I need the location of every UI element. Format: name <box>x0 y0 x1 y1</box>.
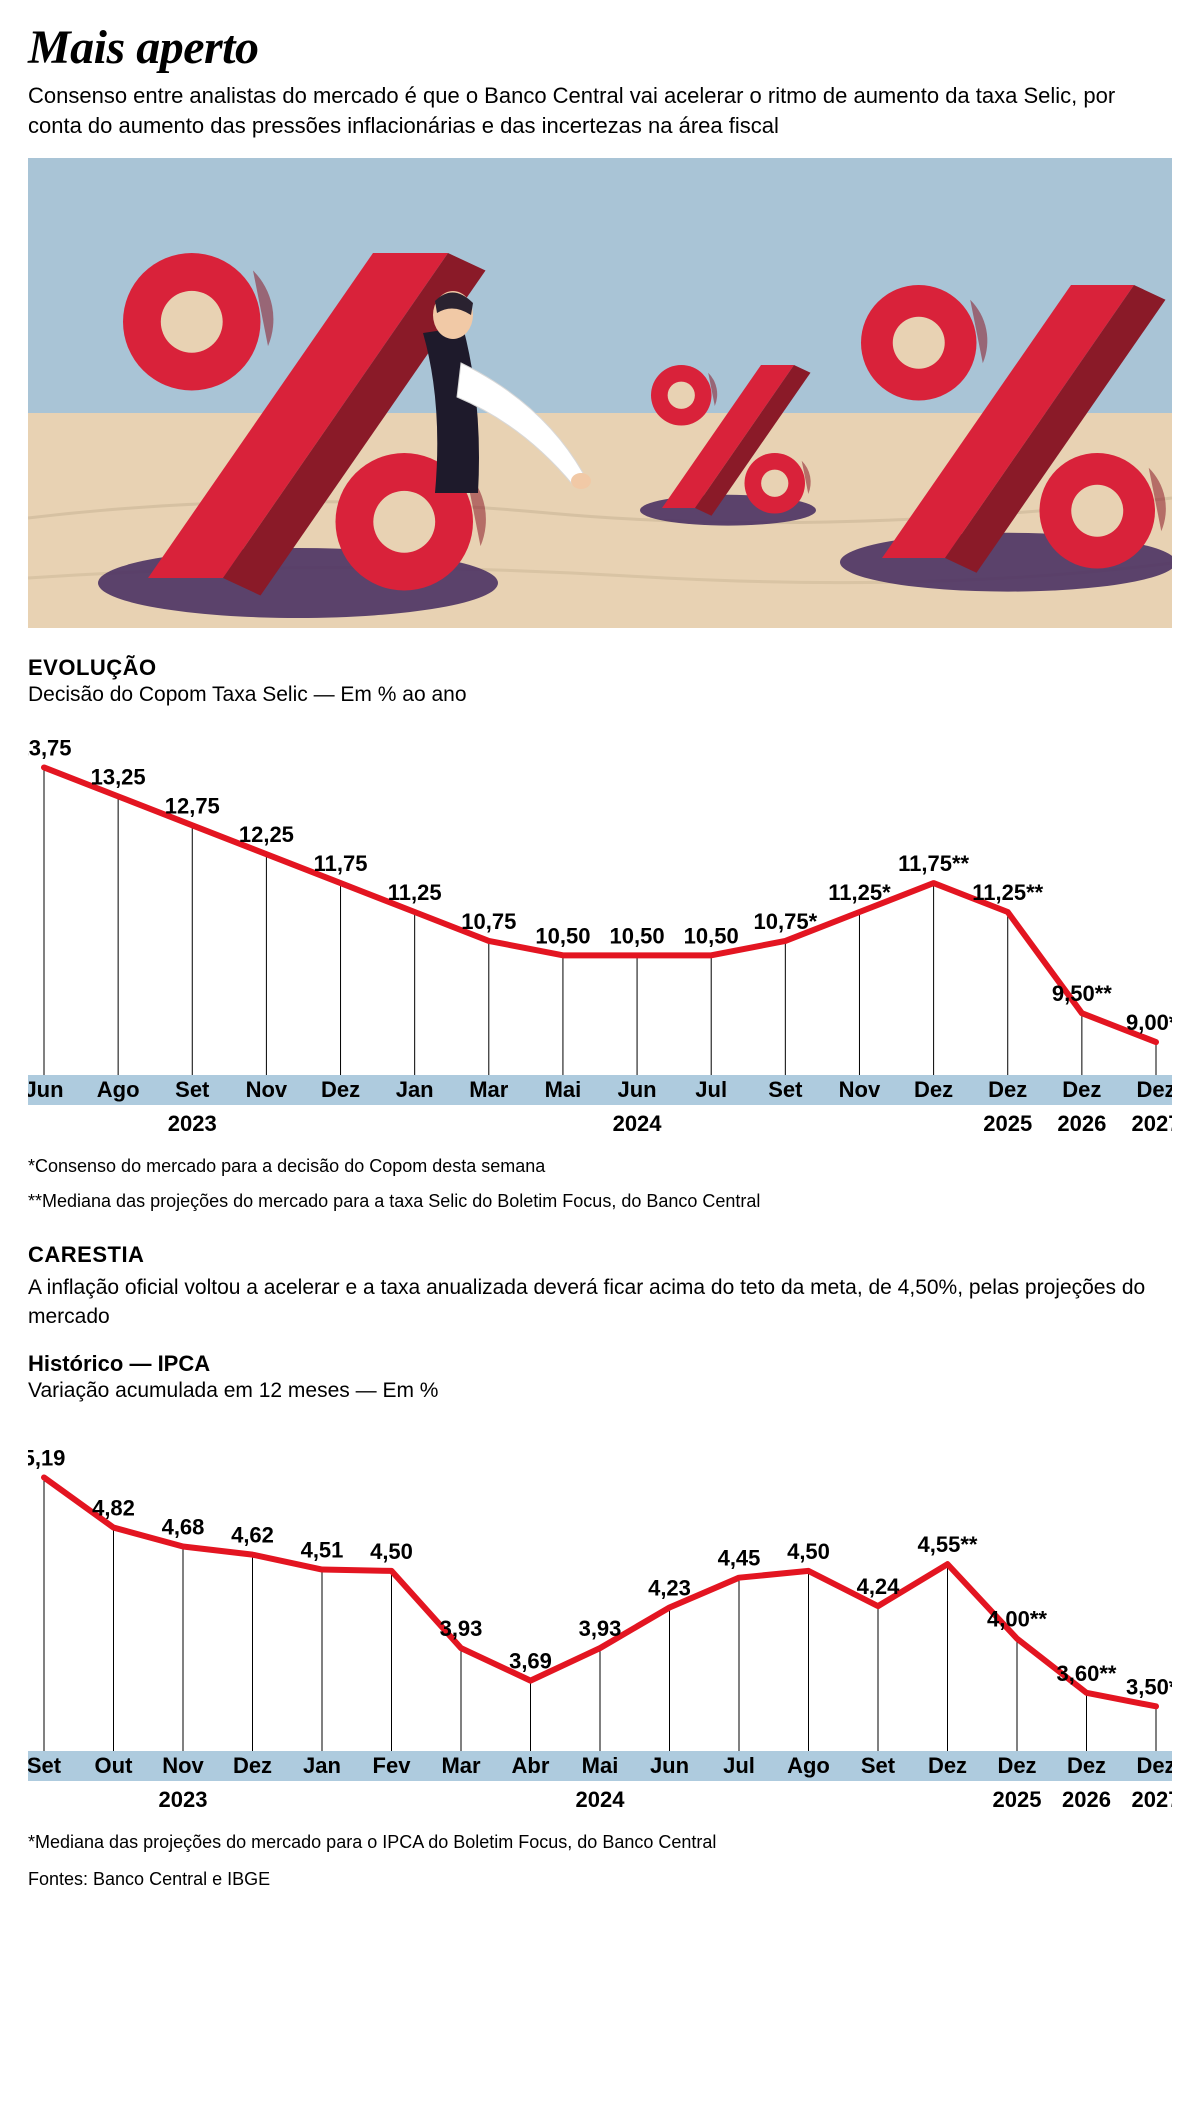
chart2-lead: A inflação oficial voltou a acelerar e a… <box>28 1274 1148 1331</box>
chart2-hist-title: Histórico — IPCA <box>28 1351 1172 1377</box>
svg-text:4,45: 4,45 <box>718 1546 761 1571</box>
svg-text:Nov: Nov <box>839 1077 881 1102</box>
svg-text:11,25: 11,25 <box>388 880 442 905</box>
svg-text:Mai: Mai <box>545 1077 582 1102</box>
svg-text:Dez: Dez <box>233 1753 272 1778</box>
svg-text:2027: 2027 <box>1132 1787 1172 1812</box>
svg-text:Set: Set <box>175 1077 210 1102</box>
svg-text:Nov: Nov <box>246 1077 288 1102</box>
svg-text:11,25**: 11,25** <box>972 880 1043 905</box>
svg-text:9,00**: 9,00** <box>1126 1010 1172 1035</box>
svg-text:4,50: 4,50 <box>787 1539 830 1564</box>
svg-text:Dez: Dez <box>988 1077 1027 1102</box>
sources: Fontes: Banco Central e IBGE <box>28 1869 1172 1890</box>
svg-text:13,75: 13,75 <box>28 736 72 761</box>
svg-text:4,68: 4,68 <box>162 1515 205 1540</box>
svg-text:Jan: Jan <box>303 1753 341 1778</box>
svg-text:4,50: 4,50 <box>370 1539 413 1564</box>
svg-text:Dez: Dez <box>321 1077 360 1102</box>
ipca-line-chart: 5,19 4,82 4,68 4,62 4,51 4,50 3,93 3,69 3,93 4,23… <box>28 1413 1172 1813</box>
headline: Mais aperto <box>28 20 1172 75</box>
svg-text:Dez: Dez <box>1136 1753 1172 1778</box>
svg-text:4,24: 4,24 <box>857 1574 901 1599</box>
chart2-title: CARESTIA <box>28 1242 1172 1268</box>
svg-text:Mar: Mar <box>469 1077 509 1102</box>
chart1-footnote-1: *Consenso do mercado para a decisão do C… <box>28 1156 1172 1177</box>
svg-text:2027: 2027 <box>1132 1111 1172 1136</box>
svg-text:10,50: 10,50 <box>610 924 665 949</box>
svg-text:4,82: 4,82 <box>92 1496 135 1521</box>
svg-text:9,50**: 9,50** <box>1052 982 1112 1007</box>
svg-text:5,19: 5,19 <box>28 1446 65 1471</box>
chart1-footnote-2: **Mediana das projeções do mercado para … <box>28 1191 1172 1212</box>
svg-text:3,69: 3,69 <box>509 1649 552 1674</box>
svg-text:Abr: Abr <box>512 1753 550 1778</box>
svg-text:Mai: Mai <box>582 1753 619 1778</box>
svg-text:3,50**: 3,50** <box>1126 1674 1172 1699</box>
svg-text:Set: Set <box>28 1753 62 1778</box>
svg-text:2024: 2024 <box>576 1787 626 1812</box>
svg-text:Jan: Jan <box>396 1077 434 1102</box>
svg-text:11,75**: 11,75** <box>898 851 969 876</box>
chart1-subtitle: Decisão do Copom Taxa Selic — Em % ao an… <box>28 683 1172 707</box>
svg-text:Jul: Jul <box>723 1753 755 1778</box>
svg-text:Jun: Jun <box>618 1077 657 1102</box>
selic-line-chart: 13,75 13,25 12,75 12,25 11,75 11,25 10,75 10,50… <box>28 717 1172 1137</box>
svg-text:3,60**: 3,60** <box>1057 1661 1117 1686</box>
svg-text:2025: 2025 <box>983 1111 1032 1136</box>
svg-text:3,93: 3,93 <box>440 1616 483 1641</box>
svg-text:Dez: Dez <box>928 1753 967 1778</box>
svg-text:4,00**: 4,00** <box>987 1607 1047 1632</box>
svg-text:Jun: Jun <box>650 1753 689 1778</box>
svg-text:2023: 2023 <box>168 1111 217 1136</box>
svg-text:Dez: Dez <box>1136 1077 1172 1102</box>
svg-text:2026: 2026 <box>1057 1111 1106 1136</box>
svg-text:4,23: 4,23 <box>648 1576 691 1601</box>
svg-text:11,75: 11,75 <box>314 851 368 876</box>
svg-text:10,75*: 10,75* <box>754 909 818 934</box>
svg-text:Nov: Nov <box>162 1753 204 1778</box>
svg-text:Dez: Dez <box>1062 1077 1101 1102</box>
svg-text:12,25: 12,25 <box>239 823 294 848</box>
svg-text:2025: 2025 <box>993 1787 1042 1812</box>
svg-text:Dez: Dez <box>997 1753 1036 1778</box>
svg-text:Jul: Jul <box>695 1077 727 1102</box>
chart2-hist-sub: Variação acumulada em 12 meses — Em % <box>28 1379 1172 1403</box>
hero-illustration <box>28 158 1172 628</box>
svg-text:2023: 2023 <box>159 1787 208 1812</box>
svg-text:Fev: Fev <box>373 1753 412 1778</box>
svg-text:11,25*: 11,25* <box>828 880 891 905</box>
svg-text:Ago: Ago <box>787 1753 830 1778</box>
svg-text:4,62: 4,62 <box>231 1523 274 1548</box>
svg-text:12,75: 12,75 <box>165 794 220 819</box>
svg-text:13,25: 13,25 <box>91 765 146 790</box>
svg-text:3,93: 3,93 <box>579 1616 622 1641</box>
svg-text:Set: Set <box>861 1753 896 1778</box>
chart1-title: EVOLUÇÃO <box>28 655 1172 681</box>
svg-text:4,55**: 4,55** <box>918 1532 978 1557</box>
svg-text:Mar: Mar <box>441 1753 481 1778</box>
svg-text:Set: Set <box>768 1077 803 1102</box>
svg-text:Ago: Ago <box>97 1077 140 1102</box>
svg-text:2024: 2024 <box>613 1111 663 1136</box>
svg-text:10,50: 10,50 <box>684 924 739 949</box>
subhead: Consenso entre analistas do mercado é qu… <box>28 81 1148 140</box>
svg-text:Out: Out <box>95 1753 134 1778</box>
svg-text:2026: 2026 <box>1062 1787 1111 1812</box>
svg-text:Dez: Dez <box>1067 1753 1106 1778</box>
svg-text:10,50: 10,50 <box>535 924 590 949</box>
svg-text:4,51: 4,51 <box>301 1538 344 1563</box>
svg-text:Jun: Jun <box>28 1077 64 1102</box>
svg-text:10,75: 10,75 <box>461 909 516 934</box>
chart2-footnote: *Mediana das projeções do mercado para o… <box>28 1832 1172 1853</box>
svg-text:Dez: Dez <box>914 1077 953 1102</box>
